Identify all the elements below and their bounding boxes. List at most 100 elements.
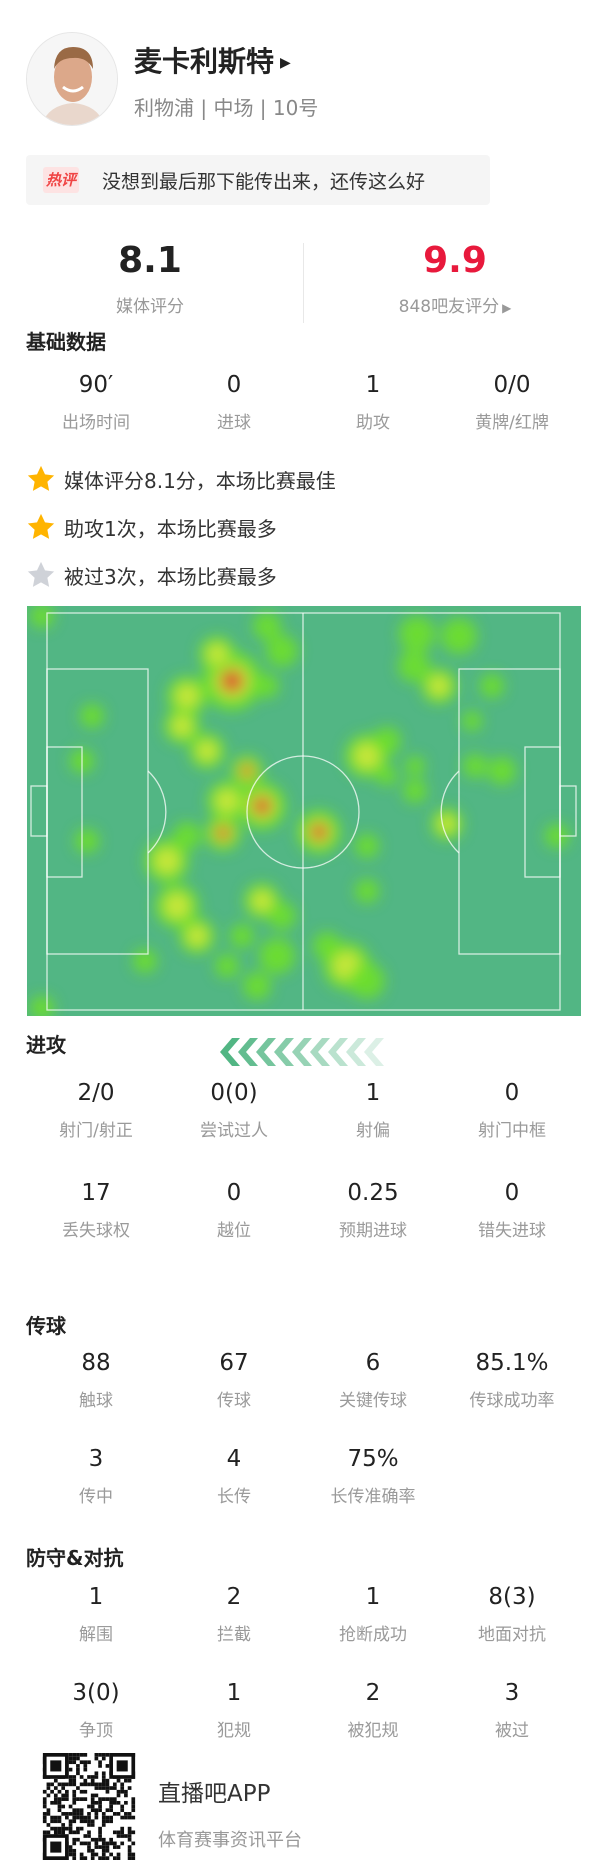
stat-value: 0/0 (493, 372, 531, 398)
chevron-left-icon (292, 1038, 312, 1066)
stat-cell: 2 拦截 (164, 1584, 304, 1645)
star-silver-icon (27, 561, 55, 587)
fan-rating-link[interactable]: 848吧友评分 ▶ (335, 292, 575, 317)
player-name-text: 麦卡利斯特 (134, 45, 275, 78)
stat-cell: 4 长传 (164, 1446, 304, 1507)
chevron-left-icon (310, 1038, 330, 1066)
stat-cell: 3 被过 (442, 1680, 582, 1741)
heat-spot (230, 924, 254, 948)
caret-right-icon: ▶ (502, 301, 512, 315)
hot-comment[interactable]: 热评 没想到最后那下能传出来，还传这么好 (26, 155, 490, 205)
stat-cell: 0 越位 (164, 1180, 304, 1241)
stat-label: 传球成功率 (469, 1391, 555, 1411)
heat-spot (173, 822, 201, 850)
heat-spot (310, 823, 328, 841)
stat-label: 传球 (217, 1391, 251, 1411)
heat-spot (437, 814, 457, 834)
stat-cell: 17 丢失球权 (26, 1180, 166, 1241)
heat-spot (186, 925, 208, 947)
stat-cell: 90′ 出场时间 (26, 372, 166, 433)
stat-cell: 0/0 黄牌/红牌 (442, 372, 582, 433)
heat-spot (175, 684, 199, 708)
star-gold-icon (27, 465, 55, 491)
stat-cell: 3 传中 (26, 1446, 166, 1507)
stat-value: 0.25 (347, 1180, 399, 1206)
section-title-passing: 传球 (26, 1314, 66, 1338)
stat-label: 拦截 (217, 1625, 251, 1645)
stat-label: 长传 (217, 1487, 251, 1507)
heat-spot (463, 754, 487, 778)
heat-spot (163, 892, 191, 920)
stat-label: 助攻 (356, 413, 390, 433)
heat-spot (355, 879, 379, 903)
app-slogan: 体育赛事资讯平台 (158, 1830, 302, 1851)
stat-label: 尝试过人 (200, 1121, 268, 1141)
heat-spot (266, 635, 298, 667)
heat-spot (243, 972, 271, 1000)
heat-spot (349, 963, 385, 999)
qr-code[interactable] (42, 1753, 136, 1860)
stat-label: 关键传球 (339, 1391, 407, 1411)
stat-label: 越位 (217, 1221, 251, 1241)
stat-value: 1 (88, 1584, 104, 1610)
divider (303, 243, 304, 323)
stat-value: 4 (226, 1446, 242, 1472)
stat-label: 解围 (79, 1625, 113, 1645)
stat-value: 1 (365, 1080, 381, 1106)
stat-cell: 0.25 预期进球 (303, 1180, 443, 1241)
hot-comment-tag: 热评 (43, 167, 79, 193)
heat-spot (480, 674, 504, 698)
stat-value: 85.1% (475, 1350, 549, 1376)
highlight-item: 被过3次，本场比赛最多 (26, 560, 277, 590)
stat-value: 90′ (78, 372, 114, 398)
heat-spot (399, 616, 435, 652)
heat-spot (488, 757, 516, 785)
player-name[interactable]: 麦卡利斯特 ▶ (134, 40, 291, 80)
fan-rating-value: 9.9 (423, 240, 487, 281)
stat-value: 3 (504, 1680, 520, 1706)
stat-label: 传中 (79, 1487, 113, 1507)
separator: | (194, 96, 214, 120)
stat-value: 0 (504, 1080, 520, 1106)
stat-label: 抢断成功 (339, 1625, 407, 1645)
heat-spot (259, 938, 295, 974)
stat-cell: 1 助攻 (303, 372, 443, 433)
stat-value: 3 (88, 1446, 104, 1472)
stat-value: 2 (365, 1680, 381, 1706)
player-avatar[interactable] (26, 32, 118, 126)
media-rating-value: 8.1 (118, 240, 182, 281)
heat-spot (215, 954, 239, 978)
highlight-text: 助攻1次，本场比赛最多 (64, 516, 277, 541)
heat-spot (428, 675, 450, 697)
team: 利物浦 (134, 96, 194, 120)
heat-spot (216, 826, 230, 840)
heat-spot (251, 890, 273, 912)
stat-cell: 1 射偏 (303, 1080, 443, 1141)
highlight-text: 被过3次，本场比赛最多 (64, 564, 277, 589)
chevron-left-icon (274, 1038, 294, 1066)
highlight-text: 媒体评分8.1分，本场比赛最佳 (64, 468, 336, 493)
heat-spot (403, 779, 427, 803)
stat-value: 3(0) (72, 1680, 120, 1706)
heat-spot (268, 902, 296, 930)
stat-value: 0 (226, 372, 242, 398)
stat-label: 错失进球 (478, 1221, 546, 1241)
section-title-attack: 进攻 (26, 1033, 66, 1057)
heat-spot (253, 612, 281, 640)
heat-spot (355, 834, 379, 858)
stat-label: 犯规 (217, 1721, 251, 1741)
heatmap-pitch (27, 606, 581, 1016)
stat-cell: 8(3) 地面对抗 (442, 1584, 582, 1645)
stat-value: 0 (226, 1180, 242, 1206)
player-meta: 利物浦 | 中场 | 10号 (134, 92, 318, 121)
separator: | (253, 96, 273, 120)
stat-value: 2 (226, 1584, 242, 1610)
highlight-item: 助攻1次，本场比赛最多 (26, 512, 277, 542)
heat-spot (353, 742, 381, 770)
stat-label: 射门中框 (478, 1121, 546, 1141)
heat-spot (215, 789, 239, 813)
stat-label: 长传准确率 (330, 1487, 416, 1507)
stat-label: 触球 (79, 1391, 113, 1411)
stat-cell: 75% 长传准确率 (303, 1446, 443, 1507)
heat-spot (240, 764, 254, 778)
